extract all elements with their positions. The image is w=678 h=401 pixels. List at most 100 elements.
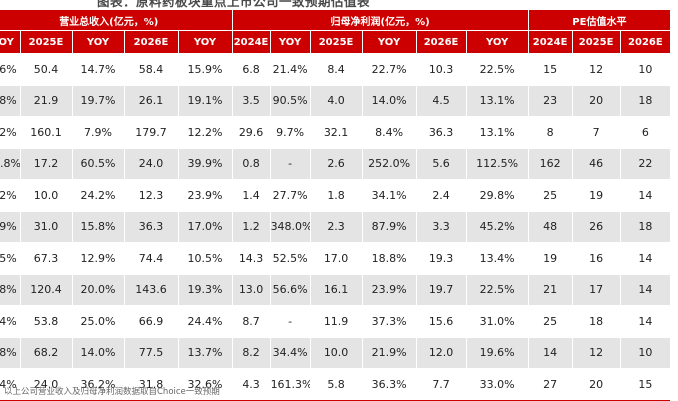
table-cell: 0.8 (232, 147, 271, 180)
column-header: 2024E (528, 30, 573, 54)
table-cell: 17 (572, 273, 621, 306)
table-cell: 5.8 (310, 368, 363, 401)
table-cell: 179.7 (124, 116, 179, 148)
table-cell: 2.4 (416, 179, 467, 211)
column-header: YOY (178, 30, 233, 54)
column-header: 2025E (20, 30, 73, 54)
table-cell: 34.4% (270, 336, 311, 369)
table-cell: 19.1% (178, 84, 233, 117)
table-cell: - (270, 147, 311, 180)
table-cell: 29.8% (466, 179, 529, 211)
table-cell: 5.9% (0, 210, 21, 243)
table-cell: 19.7% (72, 84, 125, 117)
table-cell: 22.5% (466, 273, 529, 306)
table-cell: 31.0 (20, 210, 73, 243)
table-cell: 2.6 (310, 147, 363, 180)
table-cell: 16.1 (310, 273, 363, 306)
table-cell: 13.0 (232, 273, 271, 306)
table-cell: 14.3 (232, 242, 271, 274)
table-cell: 23 (528, 84, 573, 117)
table-cell: 36.3 (124, 210, 179, 243)
table-cell: 0.4% (0, 305, 21, 337)
table-cell: 13.1% (466, 84, 529, 117)
table-cell: 36.3 (416, 116, 467, 148)
table-cell: 20 (572, 84, 621, 117)
table-cell: 19.7 (416, 273, 467, 306)
table-cell: 4.0 (310, 84, 363, 117)
table-cell: 23.9% (362, 273, 417, 306)
table-cell: 25 (528, 179, 573, 211)
table-cell: 24.2% (72, 179, 125, 211)
table-cell: 19 (528, 242, 573, 274)
table-cell: 10.0 (310, 336, 363, 369)
column-header: 2025E (572, 30, 621, 54)
table-cell: 143.6 (124, 273, 179, 306)
table-cell: 13.4% (466, 242, 529, 274)
table-cell: 1.8% (0, 336, 21, 369)
table-cell: 14 (620, 305, 671, 337)
table-cell: 14 (620, 242, 671, 274)
column-header-row: YOY2025EYOY2026EYOY2024EYOY2025EYOY2026E… (0, 30, 671, 54)
table-row: 0.8%120.420.0%143.619.3%13.056.6%16.123.… (0, 273, 671, 306)
table-cell: 18 (620, 210, 671, 243)
table-cell: 37.3% (362, 305, 417, 337)
table-cell: 66.9 (124, 305, 179, 337)
table-cell: 26 (572, 210, 621, 243)
table-body: 5.6%50.414.7%58.415.9%6.821.4%8.422.7%10… (0, 53, 671, 401)
table-cell: 10 (620, 53, 671, 85)
table-cell: 1.8 (310, 179, 363, 211)
table-cell: 19.3 (416, 242, 467, 274)
table-cell: 14.7% (72, 53, 125, 85)
table-cell: 21.4% (270, 53, 311, 85)
table-cell: 14.0% (72, 336, 125, 369)
table-row: 0.4%53.825.0%66.924.4%8.7-11.937.3%15.63… (0, 305, 671, 337)
table-cell: 19.3% (178, 273, 233, 306)
table-row: 47.8%17.260.5%24.039.9%0.8-2.6252.0%5.61… (0, 147, 671, 180)
table-cell: 31.8 (124, 368, 179, 401)
table-cell: 27.7% (270, 179, 311, 211)
table-cell: 21.9% (362, 336, 417, 369)
table-cell: 36.2% (72, 368, 125, 401)
table-cell: 1.2% (0, 179, 21, 211)
table-row: 1.8%68.214.0%77.513.7%8.234.4%10.021.9%1… (0, 336, 671, 369)
table-cell: 6.8 (232, 53, 271, 85)
table-cell: 8.4% (362, 116, 417, 148)
table-cell: 20 (572, 368, 621, 401)
table-cell: 24.0 (124, 147, 179, 180)
table-cell: 45.2% (466, 210, 529, 243)
table-cell: 162 (528, 147, 573, 180)
column-header: 2026E (124, 30, 179, 54)
table-cell: 8.4 (310, 53, 363, 85)
table-cell: 7.9% (72, 116, 125, 148)
table-row: 1.2%10.024.2%12.323.9%1.427.7%1.834.1%2.… (0, 179, 671, 211)
table-cell: 52.5% (270, 242, 311, 274)
table-cell: - (270, 305, 311, 337)
valuation-table: 营业总收入(亿元，%) 归母净利润(亿元，%) PE估值水平 YOY2025EY… (0, 10, 671, 401)
table-cell: 13.1% (466, 116, 529, 148)
column-header: YOY (362, 30, 417, 54)
table-cell: 17.0 (310, 242, 363, 274)
table-row: 3.5%67.312.9%74.410.5%14.352.5%17.018.8%… (0, 242, 671, 274)
table-cell: 9.7% (270, 116, 311, 148)
table-cell: 24.4% (178, 305, 233, 337)
table-cell: 16 (572, 242, 621, 274)
table-cell: 12.2% (178, 116, 233, 148)
table-row: 0.4%24.036.2%31.832.6%4.3161.3%5.836.3%7… (0, 368, 671, 401)
table-cell: 19.6% (466, 336, 529, 369)
table-cell: 10 (620, 336, 671, 369)
table-cell: 4.3 (232, 368, 271, 401)
column-header: 2025E (310, 30, 363, 54)
table-cell: 18.8% (362, 242, 417, 274)
group-header-net-profit: 归母净利润(亿元，%) (232, 10, 529, 31)
table-cell: 25 (528, 305, 573, 337)
table-cell: 10.3 (416, 53, 467, 85)
table-cell: 14 (528, 336, 573, 369)
table-cell: 14.0% (362, 84, 417, 117)
column-header: YOY (466, 30, 529, 54)
table-cell: 17.0% (178, 210, 233, 243)
group-header-revenue: 营业总收入(亿元，%) (0, 10, 233, 31)
table-cell: 160.1 (20, 116, 73, 148)
table-cell: 3.5 (232, 84, 271, 117)
table-cell: 74.4 (124, 242, 179, 274)
table-cell: 32.6% (178, 368, 233, 401)
